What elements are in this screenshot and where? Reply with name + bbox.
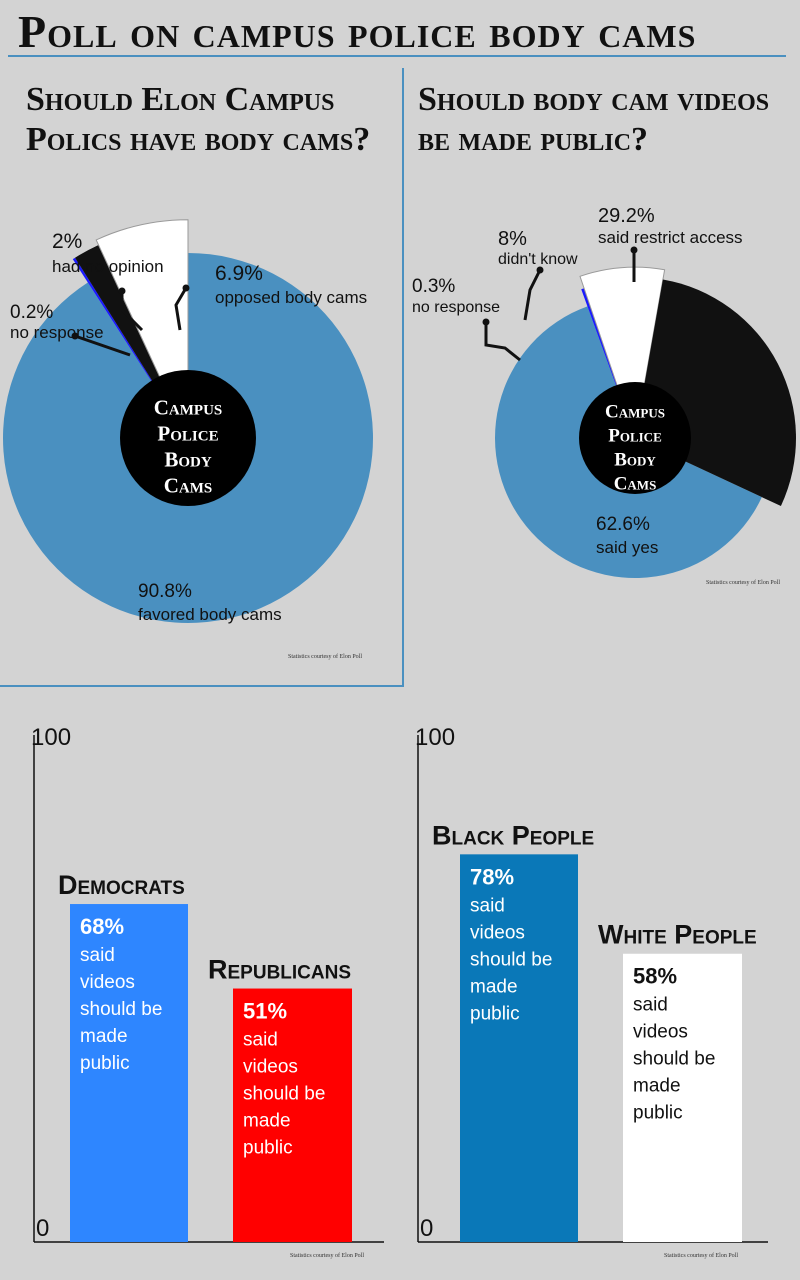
slice-percent-label: 90.8%: [138, 581, 192, 602]
pie-center-label: Cams: [164, 474, 213, 498]
chart-credit: Statistics courtesy of Elon Poll: [290, 1252, 364, 1259]
bar-note-line: public: [243, 1138, 293, 1159]
leader-dot: [482, 318, 490, 326]
slice-category-label: no response: [412, 299, 500, 316]
slice-percent-label: 0.2%: [10, 302, 53, 323]
bar-value-label: 58%: [633, 964, 677, 989]
bar-category-label: Democrats: [58, 870, 185, 900]
leader-dot: [536, 266, 544, 274]
slice-category-label: had no opinion: [52, 257, 164, 276]
leader-dot: [182, 284, 190, 292]
leader-line: [74, 334, 131, 357]
bar-note-line: should be: [470, 949, 552, 970]
slice-category-label: said restrict access: [598, 228, 743, 247]
leader-dot: [630, 246, 638, 254]
slice-category-label: didn't know: [498, 251, 578, 268]
y-tick-label-min: 0: [420, 1215, 433, 1242]
slice-percent-label: 2%: [52, 230, 82, 253]
pie-2-title: Should body cam videos be made public?: [418, 81, 770, 158]
bar-note-line: made: [80, 1026, 128, 1047]
bar-note-line: public: [80, 1053, 130, 1074]
bar-value-label: 51%: [243, 999, 287, 1024]
bar-note-line: said: [633, 995, 668, 1016]
slice-percent-label: 29.2%: [598, 205, 655, 227]
bar-note-line: made: [633, 1076, 681, 1097]
panel-divider: [402, 68, 404, 686]
infographic-title: Poll on campus police body cams: [18, 6, 697, 57]
pie-1-title: Should Elon Campus Polics have body cams…: [26, 81, 371, 158]
slice-category-label: favored body cams: [138, 605, 282, 624]
slice-percent-label: 6.9%: [215, 262, 263, 285]
bar-value-label: 78%: [470, 864, 514, 889]
slice-percent-label: 8%: [498, 228, 527, 250]
bar: [460, 854, 578, 1242]
bar-note-line: videos: [80, 972, 135, 993]
slice-percent-label: 62.6%: [596, 514, 650, 535]
bar-chart-1: 100 0 Democrats 68% said videos should be made p…: [31, 724, 384, 1259]
bar-note-line: videos: [470, 922, 525, 943]
y-tick-label-min: 0: [36, 1215, 49, 1242]
chart-credit: Statistics courtesy of Elon Poll: [288, 653, 362, 660]
bar-chart-2: 100 0 Black People 78% said videos should be ma…: [415, 724, 768, 1259]
leader-line: [484, 322, 521, 362]
panel-bottom-divider: [0, 685, 404, 687]
leader-line: [174, 287, 188, 331]
bar-note-line: should be: [243, 1084, 325, 1105]
bar-category-label: Black People: [432, 820, 594, 850]
chart-credit: Statistics courtesy of Elon Poll: [664, 1252, 738, 1259]
pie-center-label: Campus: [154, 396, 223, 420]
pie-center-label: Campus: [605, 402, 665, 423]
slice-percent-label: 0.3%: [412, 276, 455, 297]
slice-category-label: said yes: [596, 538, 658, 557]
bar-note-line: said: [470, 895, 505, 916]
bar-note-line: said: [243, 1030, 278, 1051]
bar-note-line: should be: [80, 999, 162, 1020]
pie-slice-3: [579, 266, 666, 439]
pie-center-label: Body: [164, 448, 212, 472]
slice-category-label: opposed body cams: [215, 288, 367, 307]
y-tick-label-max: 100: [31, 724, 71, 751]
slice-category-label: no response: [10, 323, 104, 342]
bar-category-label: Republicans: [208, 955, 351, 985]
bar-note-line: should be: [633, 1049, 715, 1070]
leader-line: [120, 291, 144, 332]
bar-note-line: videos: [243, 1057, 298, 1078]
chart-credit: Statistics courtesy of Elon Poll: [706, 579, 780, 586]
bar-note-line: made: [470, 976, 518, 997]
bar: [233, 988, 352, 1242]
pie-center-label: Police: [157, 422, 218, 446]
bar-note-line: said: [80, 945, 115, 966]
bar-value-label: 68%: [80, 914, 124, 939]
leader-dot: [71, 332, 79, 340]
bar-note-line: made: [243, 1111, 291, 1132]
bar-note-line: videos: [633, 1022, 688, 1043]
bar-note-line: public: [633, 1103, 683, 1124]
pie-center-label: Body: [614, 450, 656, 471]
pie-center-hole: [120, 370, 256, 506]
pie-chart-2: Campus Police Body Cams 62.6% said yes 0.3% no …: [412, 205, 796, 586]
y-tick-label-max: 100: [415, 724, 455, 751]
pie-center-label: Cams: [614, 474, 657, 495]
pie-center-hole: [579, 382, 691, 494]
bar-note-line: public: [470, 1003, 520, 1024]
leader-line: [523, 269, 542, 321]
leader-dot: [118, 287, 126, 295]
bar-category-label: White People: [598, 920, 757, 950]
title-divider: [8, 55, 786, 57]
pie-center-label: Police: [608, 426, 662, 447]
bar: [70, 904, 188, 1242]
bar: [623, 953, 742, 1242]
